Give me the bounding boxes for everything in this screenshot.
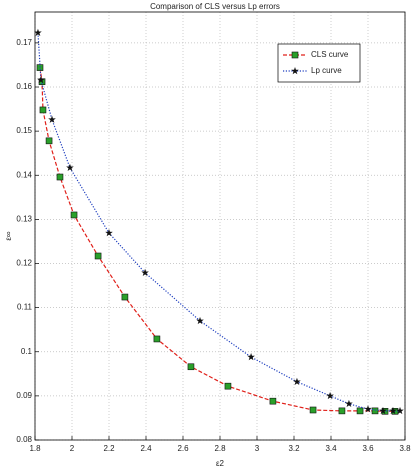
x-tick-label: 2.8 xyxy=(214,444,226,453)
marker xyxy=(39,106,47,114)
chart-title: Comparison of CLS versus Lp errors xyxy=(150,2,280,11)
y-tick-label: 0.17 xyxy=(16,38,32,47)
marker xyxy=(247,353,255,361)
x-tick-label: 2.4 xyxy=(140,444,152,453)
marker xyxy=(293,377,301,385)
legend-label: Lp curve xyxy=(311,66,342,75)
marker xyxy=(105,229,113,237)
marker xyxy=(153,335,161,343)
y-tick-label: 0.15 xyxy=(16,126,32,135)
x-tick-label: 3.8 xyxy=(399,444,411,453)
x-tick-label: 3.2 xyxy=(288,444,300,453)
marker xyxy=(326,391,334,400)
legend: CLS curve Lp curve xyxy=(277,43,361,83)
marker xyxy=(141,268,149,277)
x-tick-label: 3.4 xyxy=(325,444,337,453)
y-tick-label: 0.16 xyxy=(16,82,32,91)
marker xyxy=(291,51,299,59)
marker xyxy=(269,397,277,405)
marker xyxy=(70,211,78,219)
marker xyxy=(309,406,317,414)
marker xyxy=(224,382,232,390)
marker xyxy=(196,316,204,325)
x-tick-label: 3 xyxy=(255,444,260,453)
x-tick-label: 3.6 xyxy=(362,444,374,453)
marker xyxy=(379,406,387,415)
legend-label: CLS curve xyxy=(311,50,349,59)
marker xyxy=(37,75,45,84)
marker xyxy=(338,407,346,415)
marker xyxy=(371,407,379,415)
y-tick-label: 0.14 xyxy=(16,170,32,179)
x-tick-label: 2 xyxy=(70,444,75,453)
marker xyxy=(45,137,53,145)
marker xyxy=(121,293,129,301)
y-axis-label: ε∞ xyxy=(4,231,13,241)
marker xyxy=(291,67,299,75)
series-line xyxy=(39,67,396,412)
marker xyxy=(356,407,364,415)
marker xyxy=(345,399,353,408)
y-tick-label: 0.12 xyxy=(16,259,32,268)
x-tick-label: 1.8 xyxy=(29,444,41,453)
marker xyxy=(56,173,64,181)
x-tick-label: 2.6 xyxy=(177,444,189,453)
y-tick-label: 0.08 xyxy=(16,435,32,444)
marker xyxy=(66,163,74,171)
x-tick-label: 2.2 xyxy=(103,444,115,453)
marker xyxy=(187,363,195,371)
marker xyxy=(48,115,56,123)
y-tick-label: 0.09 xyxy=(16,391,32,400)
marker xyxy=(94,252,102,260)
y-tick-label: 0.13 xyxy=(16,214,32,223)
legend-box xyxy=(277,43,361,83)
series-line xyxy=(37,32,401,412)
marker xyxy=(396,406,404,415)
marker xyxy=(34,28,42,36)
x-axis-label: ε2 xyxy=(216,459,225,468)
y-tick-label: 0.1 xyxy=(21,347,33,356)
y-tick-label: 0.11 xyxy=(17,303,33,312)
plot-frame xyxy=(34,11,406,441)
marker xyxy=(364,405,372,413)
marker xyxy=(389,406,397,415)
